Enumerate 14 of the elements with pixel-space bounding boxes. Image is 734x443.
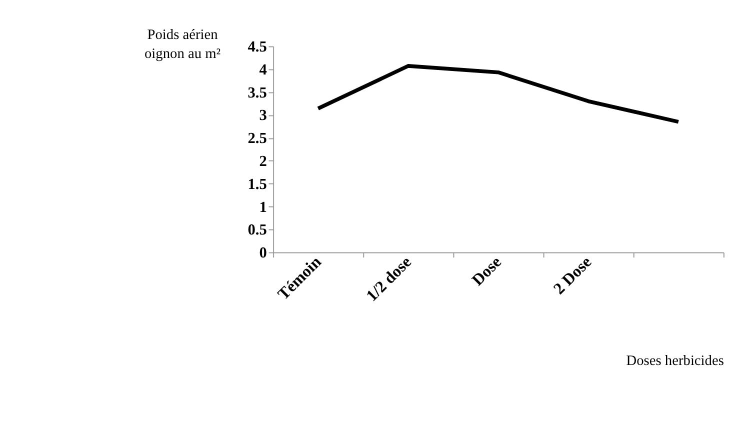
y-tick-label: 3 [259,107,268,124]
y-tick-label: 2 [259,152,267,170]
y-axis-title: Poids aérien oignon au m² [144,27,221,62]
y-tick-label: 4.5 [248,38,268,56]
y-tick-label: 2.5 [248,130,268,148]
y-tick-label: 1.5 [248,176,268,193]
x-axis-title: Doses herbicides [626,352,724,369]
y-tick-label: 1 [259,198,267,216]
line-series [316,64,680,124]
y-tick-label: 0 [259,244,268,262]
x-tick-label: 1/2 dose [362,252,415,305]
y-tick-label: 4 [259,61,268,78]
y-tick-label: 0.5 [248,222,268,239]
y-tick-label: 3.5 [248,84,268,102]
